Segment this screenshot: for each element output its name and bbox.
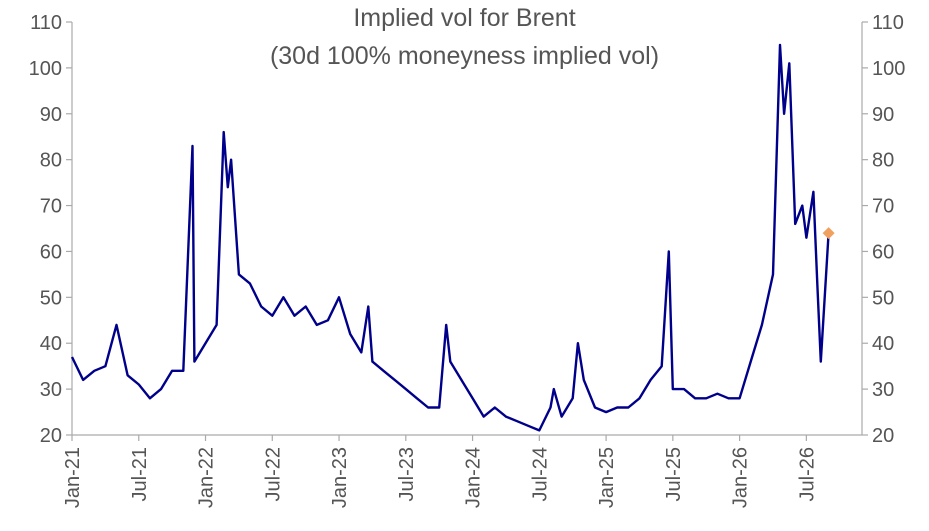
y-tick-label-left: 100: [29, 58, 62, 80]
y-tick-label-right: 40: [872, 333, 894, 355]
y-tick-label-left: 60: [40, 241, 62, 263]
y-tick-label-left: 70: [40, 196, 62, 218]
y-tick-label-left: 90: [40, 104, 62, 126]
x-tick-label: Jul-25: [663, 447, 685, 501]
y-tick-label-right: 100: [872, 58, 905, 80]
y-tick-label-right: 20: [872, 425, 894, 447]
y-tick-label-right: 70: [872, 196, 894, 218]
chart-title: Implied vol for Brent: [353, 4, 576, 32]
series-line: [70, 43, 830, 432]
last-point-marker: [822, 227, 835, 240]
y-tick-label-left: 30: [40, 379, 62, 401]
y-tick-label-right: 50: [872, 287, 894, 309]
y-tick-label-left: 50: [40, 287, 62, 309]
y-tick-label-right: 90: [872, 104, 894, 126]
x-tick-label: Jan-22: [196, 447, 218, 508]
x-tick-label: Jan-24: [463, 447, 485, 508]
x-tick-label: Jan-26: [730, 447, 752, 508]
chart-subtitle: (30d 100% moneyness implied vol): [269, 42, 660, 70]
x-tick-label: Jan-23: [329, 447, 351, 508]
y-tick-label-left: 80: [40, 150, 62, 172]
x-tick-label: Jul-26: [796, 447, 818, 501]
x-tick-label: Jul-22: [262, 447, 284, 501]
x-tick-label: Jul-21: [129, 447, 151, 501]
x-tick-label: Jan-25: [596, 447, 618, 508]
y-tick-label-right: 60: [872, 241, 894, 263]
y-tick-label-right: 110: [872, 12, 904, 34]
y-tick-label-left: 20: [40, 425, 62, 447]
x-tick-label: Jan-21: [62, 447, 84, 508]
x-tick-label: Jul-24: [529, 447, 551, 501]
x-tick-label: Jul-23: [396, 447, 418, 501]
y-tick-label-right: 80: [872, 150, 894, 172]
y-tick-label-left: 110: [30, 12, 62, 34]
y-tick-label-left: 40: [40, 333, 62, 355]
y-tick-label-right: 30: [872, 379, 894, 401]
